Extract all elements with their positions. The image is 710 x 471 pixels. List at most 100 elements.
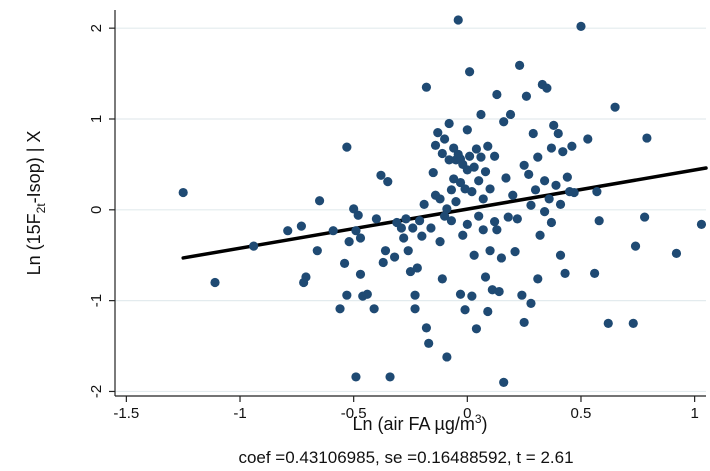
- scatter-point: [399, 233, 409, 243]
- scatter-point: [339, 258, 350, 268]
- scatter-point: [551, 180, 561, 190]
- scatter-point: [533, 152, 543, 162]
- scatter-point: [410, 304, 420, 314]
- scatter-point: [376, 170, 386, 180]
- scatter-point: [444, 118, 454, 129]
- scatter-point: [430, 140, 441, 150]
- scatter-point: [505, 109, 516, 120]
- scatter-point: [510, 246, 520, 257]
- scatter-point: [312, 246, 322, 256]
- scatter-point: [519, 160, 529, 170]
- scatter-point: [524, 169, 534, 179]
- y-tick-label: -2: [88, 385, 105, 398]
- scatter-point: [562, 172, 572, 182]
- scatter-point: [437, 274, 447, 284]
- scatter-point: [426, 223, 436, 233]
- scatter-point: [353, 210, 363, 220]
- scatter-point: [453, 15, 463, 25]
- scatter-point: [512, 214, 522, 224]
- scatter-point: [642, 133, 652, 143]
- y-tick-label: 0: [88, 206, 105, 214]
- scatter-point: [476, 109, 486, 120]
- scatter-point: [421, 82, 432, 92]
- scatter-point: [528, 128, 538, 139]
- scatter-point: [628, 318, 638, 328]
- scatter-point: [446, 216, 457, 226]
- scatter-point: [417, 231, 427, 241]
- scatter-point: [515, 60, 525, 71]
- scatter-point: [249, 241, 259, 251]
- scatter-point: [383, 177, 393, 187]
- scatter-point: [496, 253, 507, 263]
- x-axis-title: Ln (air FA µg/m3): [352, 412, 487, 434]
- scatter-point: [449, 174, 459, 184]
- scatter-point: [462, 219, 472, 229]
- scatter-point: [492, 89, 502, 100]
- scatter-point: [480, 167, 491, 177]
- scatter-point: [433, 128, 443, 138]
- scatter-point: [478, 194, 488, 204]
- scatter-point: [501, 173, 511, 183]
- scatter-point: [296, 221, 306, 231]
- scatter-point: [594, 216, 604, 226]
- scatter-point: [314, 196, 325, 206]
- scatter-point: [403, 246, 413, 256]
- scatter-point: [455, 289, 466, 299]
- scatter-point: [530, 185, 541, 195]
- scatter-point: [508, 190, 518, 200]
- scatter-point: [355, 233, 366, 243]
- scatter-point: [469, 162, 479, 172]
- scatter-point: [540, 176, 550, 186]
- scatter-point: [342, 290, 352, 300]
- tick-labels: -2 -1 0 1 2 -1.5 -1 -0.5 0 0.5 1: [88, 24, 699, 422]
- scatter-point: [555, 250, 566, 260]
- scatter-point: [546, 217, 557, 228]
- y-tick-label: 2: [88, 24, 105, 32]
- scatter-point: [517, 290, 527, 300]
- scatter-point: [355, 269, 366, 279]
- scatter-point: [471, 324, 482, 334]
- scatter-point: [389, 252, 400, 262]
- scatter-point: [439, 134, 450, 144]
- scatter-point: [442, 204, 452, 214]
- scatter-point: [521, 91, 532, 101]
- y-tick-label: 1: [88, 115, 105, 123]
- scatter-point: [494, 286, 504, 297]
- scatter-point: [414, 216, 425, 226]
- scatter-point: [492, 225, 502, 235]
- scatter-point: [349, 204, 359, 214]
- scatter-point: [485, 246, 495, 256]
- scatter-point: [344, 237, 354, 247]
- scatter-point: [442, 352, 452, 362]
- scatter-point: [335, 304, 345, 314]
- scatter-point: [526, 298, 536, 308]
- scatter-point: [499, 377, 509, 387]
- scatter-point: [435, 237, 445, 247]
- scatter-point: [558, 147, 568, 157]
- scatter-point: [478, 225, 488, 235]
- scatter-point: [533, 274, 543, 284]
- scatter-point: [474, 211, 484, 221]
- scatter-point: [592, 187, 602, 197]
- scatter-point: [283, 226, 293, 236]
- scatter-point: [178, 187, 188, 198]
- scatter-point: [503, 212, 513, 222]
- scatter-point: [446, 185, 457, 195]
- scatter-point: [499, 117, 509, 127]
- x-tick-label: -1: [233, 405, 246, 422]
- scatter-point: [465, 151, 475, 161]
- scatter-point: [490, 217, 500, 227]
- x-tick-label: -0.5: [341, 405, 367, 422]
- scatter-point: [369, 304, 379, 314]
- scatter-point: [471, 144, 482, 154]
- scatter-point: [328, 226, 338, 236]
- scatter-point: [569, 187, 579, 198]
- scatter-point: [342, 142, 352, 152]
- y-tick-label: -1: [88, 294, 105, 307]
- scatter-point: [380, 246, 391, 256]
- scatter-point: [401, 214, 411, 224]
- scatter-point: [396, 223, 407, 233]
- scatter-point: [419, 199, 429, 209]
